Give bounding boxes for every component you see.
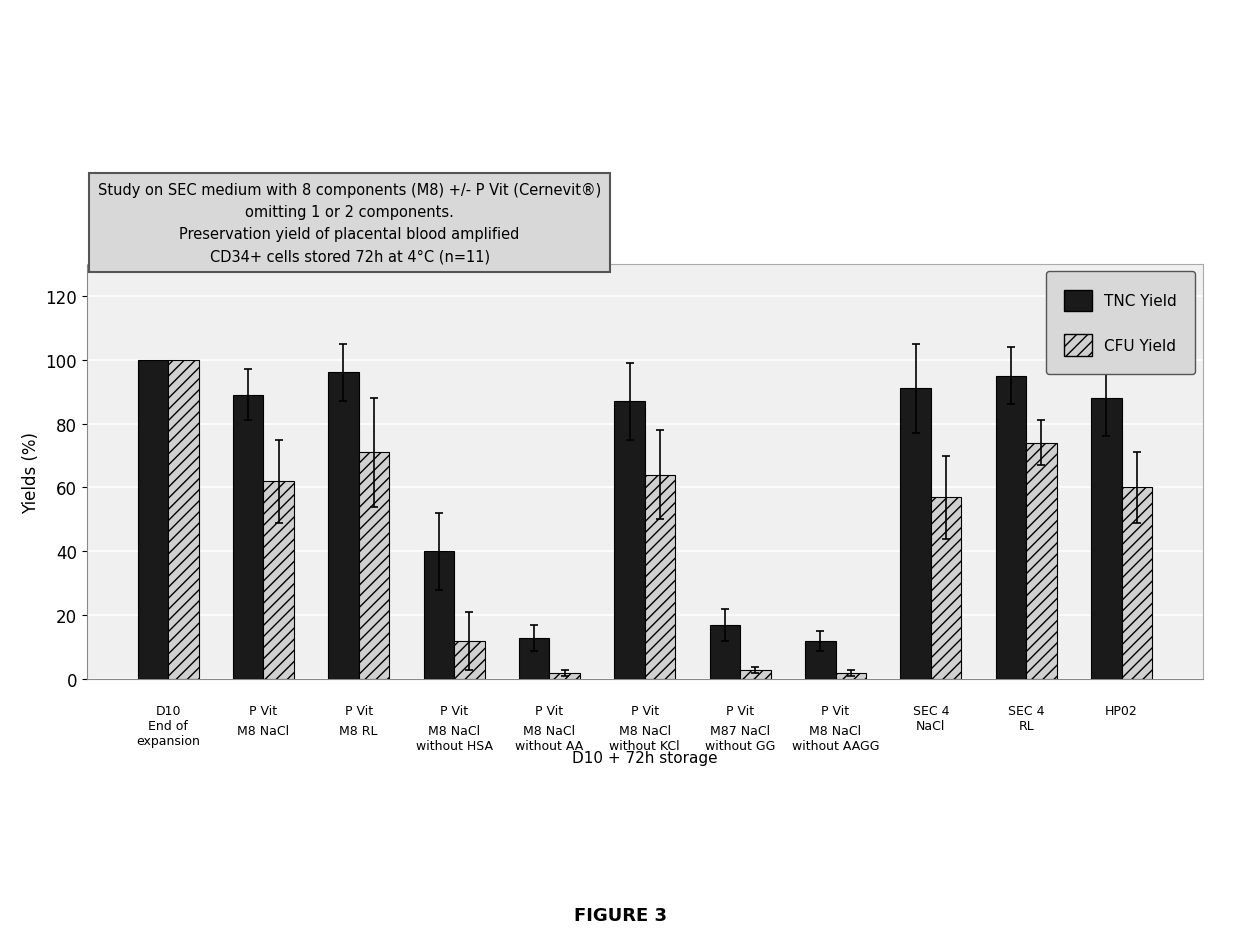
Text: Study on SEC medium with 8 components (M8) +/- P Vit (Cernevit®)
omitting 1 or 2: Study on SEC medium with 8 components (M… [98, 183, 601, 264]
Text: D10
End of
expansion: D10 End of expansion [136, 704, 200, 748]
Text: P Vit: P Vit [821, 704, 849, 717]
Bar [645, 475, 676, 680]
Text: FIGURE 3: FIGURE 3 [573, 906, 667, 924]
Text: P Vit: P Vit [536, 704, 563, 717]
Y-axis label: Yields (%): Yields (%) [22, 431, 40, 513]
Text: M87 NaCl
without GG: M87 NaCl without GG [706, 724, 775, 752]
Bar [358, 453, 389, 680]
Bar [233, 396, 263, 680]
Bar [740, 670, 771, 680]
Bar [931, 497, 961, 680]
Text: P Vit: P Vit [249, 704, 278, 717]
Text: P Vit: P Vit [727, 704, 754, 717]
Bar [1121, 488, 1152, 680]
Bar [1027, 444, 1056, 680]
Bar [900, 389, 931, 680]
Text: D10 + 72h storage: D10 + 72h storage [572, 750, 718, 766]
Text: P Vit: P Vit [345, 704, 373, 717]
Bar [1091, 398, 1121, 680]
Bar [138, 361, 169, 680]
Bar [614, 402, 645, 680]
Legend: TNC Yield, CFU Yield: TNC Yield, CFU Yield [1047, 272, 1195, 375]
Text: M8 NaCl
without KCl: M8 NaCl without KCl [610, 724, 680, 752]
Bar [454, 641, 485, 680]
Bar [836, 673, 866, 680]
Bar [329, 373, 358, 680]
Text: P Vit: P Vit [631, 704, 658, 717]
Bar [263, 481, 294, 680]
Text: SEC 4
RL: SEC 4 RL [1008, 704, 1044, 733]
Text: P Vit: P Vit [440, 704, 469, 717]
Text: M8 NaCl
without AA: M8 NaCl without AA [516, 724, 584, 752]
Text: M8 NaCl
without AAGG: M8 NaCl without AAGG [792, 724, 879, 752]
Bar [169, 361, 198, 680]
Text: SEC 4
NaCl: SEC 4 NaCl [913, 704, 949, 733]
Bar [549, 673, 580, 680]
Bar [424, 552, 454, 680]
Bar [518, 638, 549, 680]
Text: M8 NaCl
without HSA: M8 NaCl without HSA [415, 724, 492, 752]
Bar [709, 625, 740, 680]
Text: M8 RL: M8 RL [340, 724, 378, 737]
Text: HP02: HP02 [1105, 704, 1138, 717]
Bar [805, 641, 836, 680]
Text: M8 NaCl: M8 NaCl [237, 724, 289, 737]
Bar [996, 376, 1027, 680]
